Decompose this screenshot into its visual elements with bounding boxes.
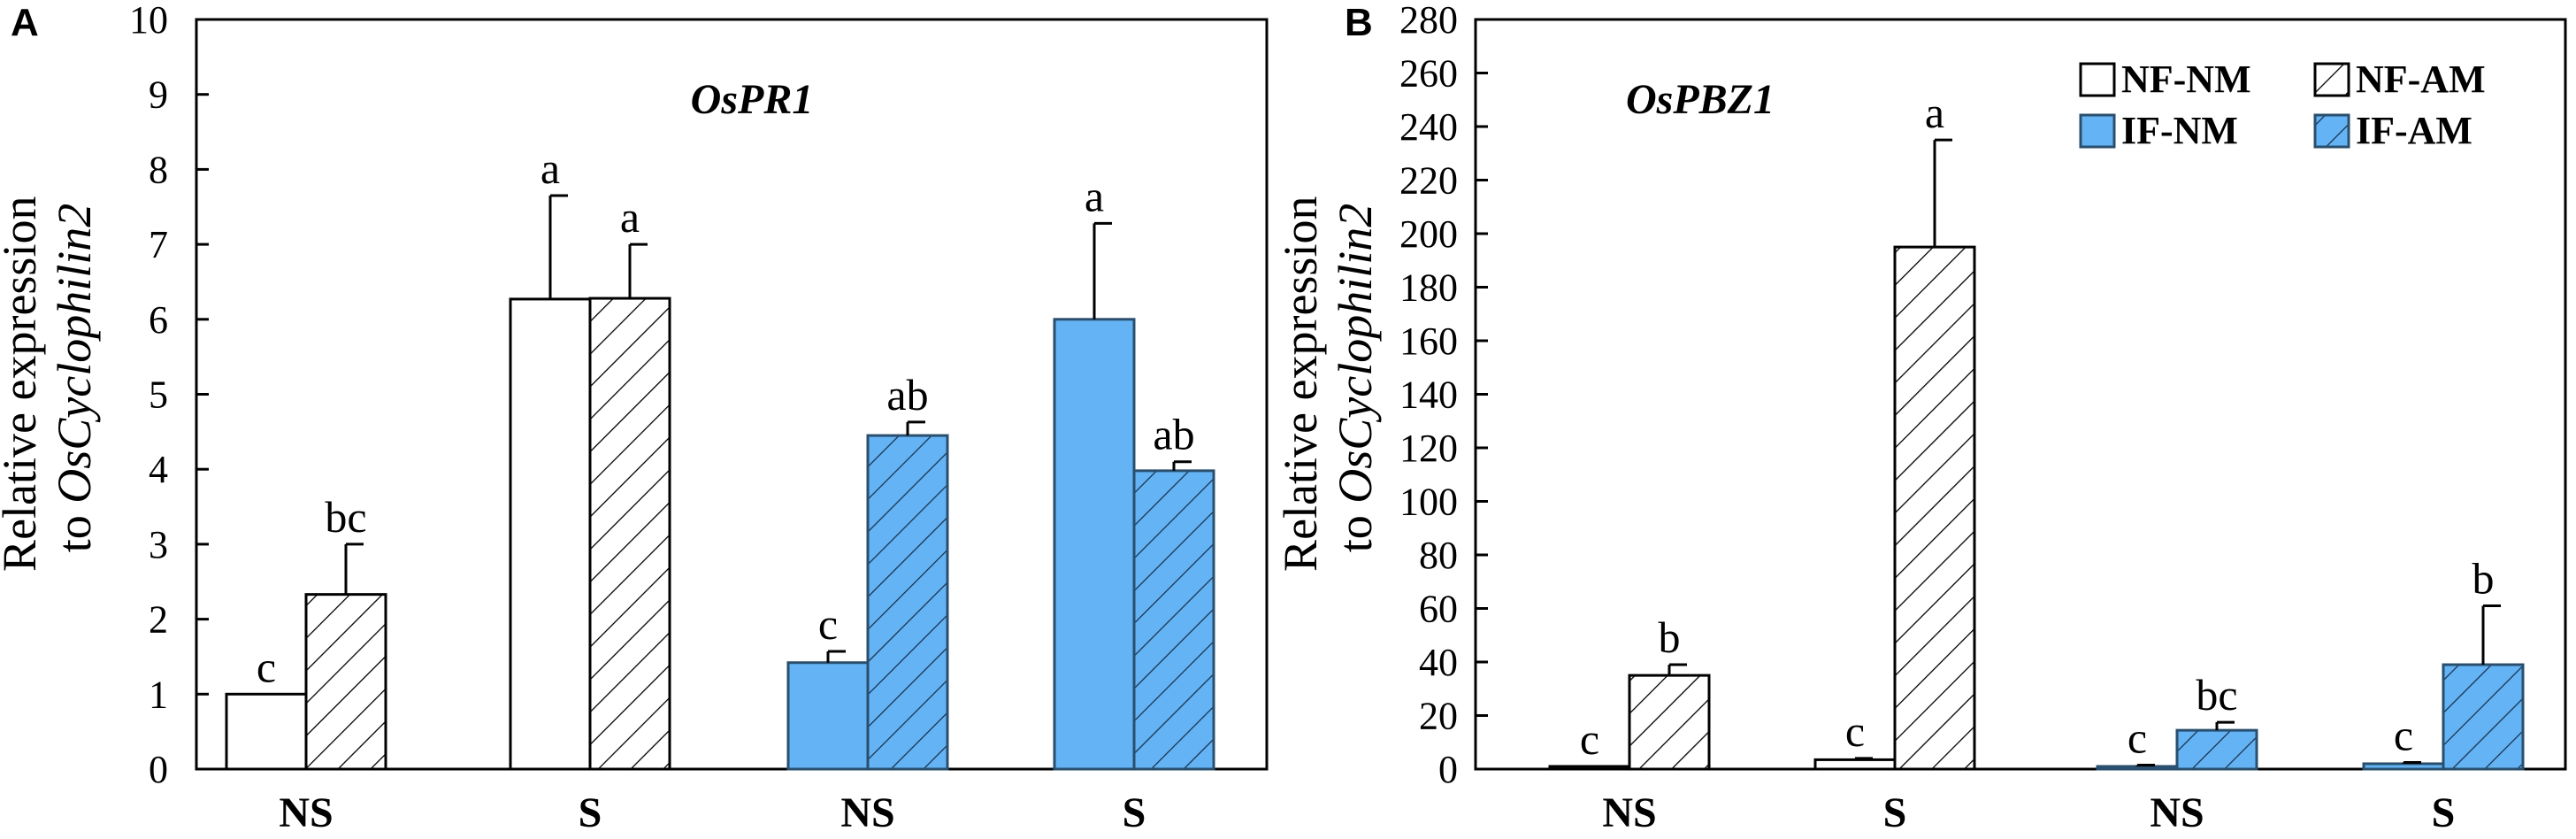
legend-swatch-if-nm bbox=[2079, 113, 2116, 149]
x-category-label: S bbox=[2432, 789, 2456, 836]
x-category-label: S bbox=[1123, 789, 1146, 836]
y-tick-label-a: 5 bbox=[149, 373, 168, 417]
x-category-label: S bbox=[579, 789, 602, 836]
bar-if-nm bbox=[1053, 318, 1136, 771]
significance-label: a bbox=[1085, 171, 1104, 220]
significance-label: b bbox=[1659, 612, 1681, 662]
significance-label: c bbox=[818, 599, 838, 649]
chart-title-b: OsPBZ1 bbox=[1626, 76, 1775, 123]
bar-nf-nm bbox=[225, 692, 308, 771]
bar-nf-am bbox=[588, 296, 671, 771]
significance-label: c bbox=[1580, 714, 1599, 764]
y-tick-label-b: 120 bbox=[1399, 427, 1458, 470]
significance-label: a bbox=[1925, 88, 1944, 137]
bar-nf-nm bbox=[1548, 765, 1631, 771]
y-axis-title-line1-a: Relative expression bbox=[0, 196, 46, 572]
bar-if-nm bbox=[2362, 762, 2445, 771]
y-tick-label-a: 7 bbox=[149, 223, 168, 266]
bar-if-am bbox=[1132, 469, 1215, 771]
significance-label: bc bbox=[2196, 670, 2237, 720]
significance-label: a bbox=[540, 143, 560, 193]
panel-letter-b: B bbox=[1345, 1, 1373, 44]
legend-label-nf-nm: NF-NM bbox=[2121, 58, 2251, 101]
legend-swatch-nf-nm bbox=[2079, 62, 2116, 97]
significance-label: c bbox=[257, 642, 276, 691]
y-tick-label-a: 4 bbox=[149, 448, 168, 491]
y-axis-title-line2-prefix-a: to bbox=[48, 504, 101, 553]
y-tick-label-b: 80 bbox=[1419, 534, 1458, 577]
y-tick-label-b: 160 bbox=[1399, 319, 1458, 363]
y-axis-title-line2-italic-a: OsCyclophilin2 bbox=[48, 204, 101, 504]
y-tick-label-b: 0 bbox=[1438, 748, 1458, 791]
y-tick-label-b: 140 bbox=[1399, 373, 1458, 417]
x-category-label: NS bbox=[1602, 789, 1656, 836]
y-tick-label-a: 1 bbox=[149, 673, 168, 716]
bar-nf-am bbox=[304, 593, 387, 771]
bar-nf-am bbox=[1893, 245, 1976, 771]
y-axis-title-line2-italic-b: OsCyclophilin2 bbox=[1329, 204, 1382, 504]
legend-swatch-nf-am bbox=[2313, 62, 2350, 97]
legend-swatch-if-am bbox=[2313, 113, 2350, 149]
y-tick-label-b: 220 bbox=[1399, 159, 1458, 203]
y-tick-label-b: 260 bbox=[1399, 52, 1458, 96]
y-tick-label-b: 240 bbox=[1399, 105, 1458, 149]
y-tick-label-b: 200 bbox=[1399, 212, 1458, 256]
legend-label-if-nm: IF-NM bbox=[2121, 109, 2238, 152]
y-axis-title-a: Relative expression to OsCyclophilin2 bbox=[0, 184, 101, 572]
significance-label: ab bbox=[886, 370, 928, 420]
significance-label: bc bbox=[325, 492, 366, 542]
bar-if-nm bbox=[786, 661, 870, 771]
panel-a: A Relative expression to OsCyclophilin2 … bbox=[0, 0, 1269, 836]
x-category-label: NS bbox=[2150, 789, 2204, 836]
y-tick-label-a: 3 bbox=[149, 523, 168, 566]
panel-b: B Relative expression to OsCyclophilin2 … bbox=[1274, 0, 2567, 836]
bar-nf-nm bbox=[509, 297, 592, 771]
y-tick-label-a: 9 bbox=[149, 73, 168, 117]
legend-label-nf-am: NF-AM bbox=[2356, 58, 2486, 101]
y-tick-label-a: 8 bbox=[149, 148, 168, 191]
y-tick-label-b: 20 bbox=[1419, 695, 1458, 738]
y-axis-title-line1-b: Relative expression bbox=[1274, 196, 1327, 572]
y-tick-label-b: 100 bbox=[1399, 481, 1458, 524]
y-tick-label-b: 40 bbox=[1419, 641, 1458, 684]
x-category-label: S bbox=[1883, 789, 1907, 836]
legend-label-if-am: IF-AM bbox=[2356, 109, 2472, 152]
y-axis-title-b: Relative expression to OsCyclophilin2 bbox=[1274, 184, 1382, 572]
panel-letter-a: A bbox=[11, 1, 39, 44]
significance-label: c bbox=[1845, 706, 1865, 756]
y-tick-label-a: 6 bbox=[149, 298, 168, 342]
y-tick-label-a: 10 bbox=[129, 0, 168, 42]
bar-nf-am bbox=[1628, 674, 1711, 771]
y-axis-title-line2-prefix-b: to bbox=[1329, 504, 1382, 553]
y-tick-label-b: 60 bbox=[1419, 588, 1458, 631]
bar-if-am bbox=[2175, 728, 2258, 771]
y-tick-label-b: 180 bbox=[1399, 266, 1458, 310]
y-tick-label-a: 0 bbox=[149, 748, 168, 791]
y-tick-label-a: 2 bbox=[149, 598, 168, 642]
chart-title-a: OsPR1 bbox=[691, 76, 814, 123]
significance-label: a bbox=[620, 192, 640, 242]
significance-label: b bbox=[2472, 553, 2495, 603]
x-category-label: NS bbox=[840, 789, 894, 836]
significance-label: c bbox=[2128, 712, 2147, 762]
bar-nf-nm bbox=[1813, 758, 1897, 771]
significance-label: ab bbox=[1153, 410, 1194, 459]
bar-if-am bbox=[866, 434, 949, 771]
significance-label: c bbox=[2394, 710, 2413, 759]
bar-if-nm bbox=[2096, 765, 2179, 771]
x-category-label: NS bbox=[279, 789, 333, 836]
y-tick-label-b: 280 bbox=[1399, 0, 1458, 42]
bar-if-am bbox=[2442, 663, 2525, 771]
